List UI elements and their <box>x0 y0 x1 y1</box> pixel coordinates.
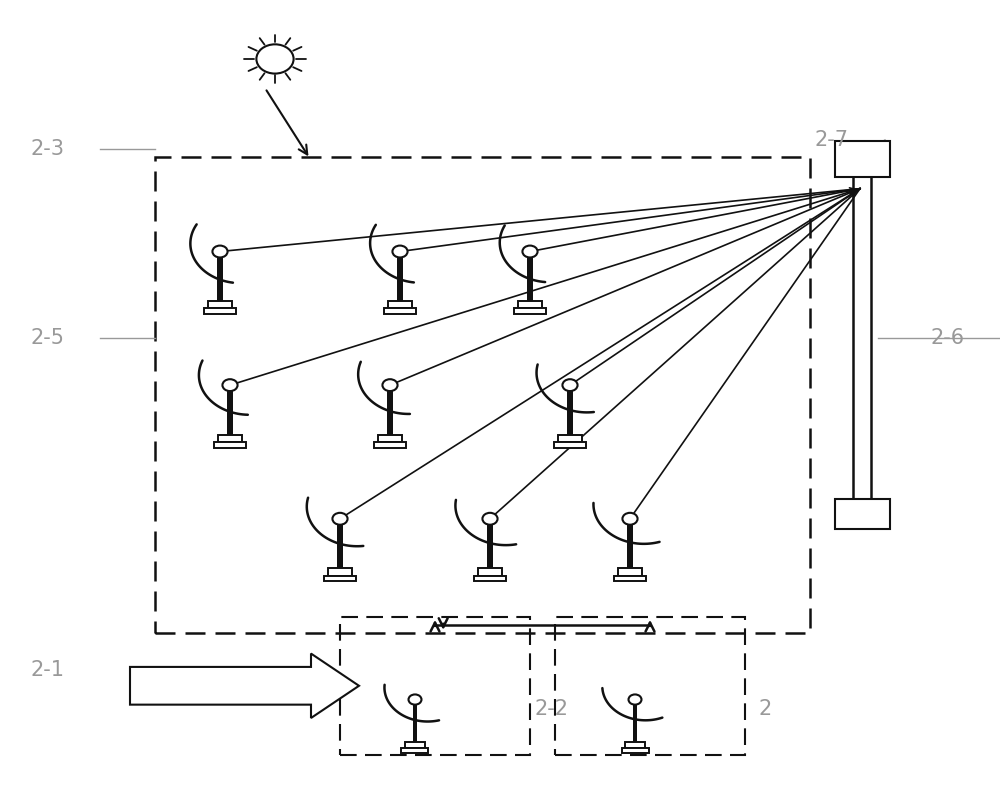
Bar <box>337 519 343 568</box>
Bar <box>324 575 356 582</box>
Bar <box>558 435 582 442</box>
Bar <box>214 442 246 448</box>
Bar <box>834 499 890 529</box>
Circle shape <box>629 695 641 704</box>
Bar <box>625 742 645 748</box>
Text: 2-7: 2-7 <box>815 130 849 150</box>
Bar <box>622 748 648 753</box>
Text: 2: 2 <box>758 699 771 719</box>
Bar <box>218 435 242 442</box>
Circle shape <box>622 512 638 525</box>
Bar <box>227 385 233 435</box>
Bar <box>614 575 646 582</box>
Circle shape <box>256 44 294 74</box>
Bar <box>384 308 416 314</box>
Bar <box>633 700 637 742</box>
Bar <box>217 252 223 301</box>
Bar <box>567 385 573 435</box>
Text: 2-1: 2-1 <box>30 659 64 680</box>
Bar <box>834 141 890 177</box>
Bar <box>374 442 406 448</box>
Bar <box>413 700 417 742</box>
Bar <box>554 442 586 448</box>
Circle shape <box>409 695 421 704</box>
Circle shape <box>212 245 228 258</box>
Text: 2-6: 2-6 <box>930 328 964 348</box>
Circle shape <box>482 512 498 525</box>
Bar <box>555 617 745 755</box>
Circle shape <box>522 245 538 258</box>
Text: 2-2: 2-2 <box>535 699 569 719</box>
Bar <box>388 301 412 308</box>
Bar <box>478 568 502 575</box>
Circle shape <box>392 245 408 258</box>
Bar <box>340 617 530 755</box>
Bar <box>387 385 393 435</box>
Bar <box>618 568 642 575</box>
Bar <box>328 568 352 575</box>
Bar <box>204 308 236 314</box>
Bar <box>378 435 402 442</box>
Circle shape <box>222 379 238 391</box>
Bar <box>514 308 546 314</box>
Circle shape <box>562 379 578 391</box>
Bar <box>627 519 633 568</box>
Circle shape <box>382 379 398 391</box>
Text: 2-3: 2-3 <box>30 139 64 160</box>
Circle shape <box>332 512 348 525</box>
Bar <box>527 252 533 301</box>
Bar <box>518 301 542 308</box>
Bar <box>474 575 506 582</box>
Bar <box>155 157 810 633</box>
FancyArrow shape <box>130 654 359 718</box>
Bar <box>208 301 232 308</box>
Bar <box>405 742 425 748</box>
Bar <box>401 748 428 753</box>
Text: 2-5: 2-5 <box>30 328 64 348</box>
Bar <box>487 519 493 568</box>
Bar <box>397 252 403 301</box>
